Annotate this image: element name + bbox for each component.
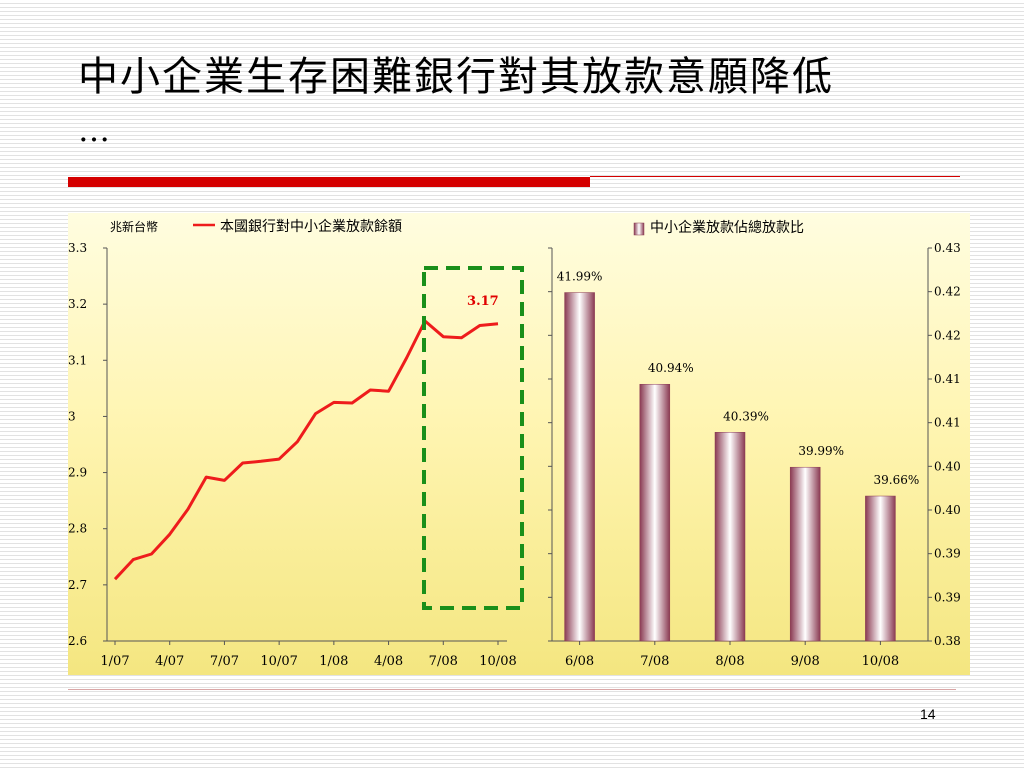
bar-legend-swatch <box>633 222 645 236</box>
line-y-tick-label: 2.6 <box>68 634 87 648</box>
title-ellipsis: … <box>78 111 112 149</box>
bar-y-tick-label: 0.39 <box>934 590 961 604</box>
bar <box>789 466 821 642</box>
line-chart: 兆新台幣 本國銀行對中小企業放款餘額 2.6 2.7 2.8 2.9 3 3.1 3.2 3.… <box>68 218 524 669</box>
bar-chart: 中小企業放款佔總放款比 0.43 0.42 0.42 0.41 0.41 0.40 0.40… <box>548 219 961 669</box>
line-series <box>113 319 499 581</box>
page-number: 14 <box>920 706 936 722</box>
slide-title: 中小企業生存困難銀行對其放款意願降低 <box>78 54 834 100</box>
bar-x-tick-label: 7/08 <box>640 654 669 669</box>
bar-x-tick-label: 9/08 <box>791 654 820 669</box>
bar-y-tick-label: 0.40 <box>934 503 961 517</box>
highlight-box <box>422 266 524 610</box>
line-legend-label: 本國銀行對中小企業放款餘額 <box>220 218 402 235</box>
chart-panel: 兆新台幣 本國銀行對中小企業放款餘額 2.6 2.7 2.8 2.9 3 3.1 3.2 3.… <box>68 213 970 675</box>
bar-x-tick-label: 6/08 <box>565 654 594 669</box>
line-chart-unit-label: 兆新台幣 <box>110 219 158 234</box>
bar-y-tick-label: 0.39 <box>934 547 961 561</box>
line-y-tick-label: 2.9 <box>68 466 87 480</box>
bar-y-tick-label: 0.42 <box>934 328 961 342</box>
line-x-tick-label: 10/07 <box>260 654 297 669</box>
bar <box>564 292 595 642</box>
bar <box>639 383 671 642</box>
line-value-annotation: 3.17 <box>467 294 499 309</box>
line-y-tick-label: 2.7 <box>68 578 87 592</box>
bar-data-label: 39.66% <box>874 473 920 487</box>
line-x-tick-label: 10/08 <box>479 654 516 669</box>
line-y-tick-label: 3.1 <box>68 353 87 367</box>
bar-y-tick-label: 0.40 <box>934 459 961 473</box>
bar-x-tick-label: 8/08 <box>715 654 744 669</box>
bar-data-label: 40.39% <box>723 409 769 423</box>
bar-x-tick-label: 10/08 <box>862 654 899 669</box>
line-x-tick-label: 4/08 <box>374 654 403 669</box>
bar-data-label: 41.99% <box>557 270 603 284</box>
bar-y-tick-label: 0.41 <box>934 416 961 430</box>
footer-rule <box>68 689 956 690</box>
line-y-tick-label: 3.2 <box>68 297 87 311</box>
bar-y-tick-label: 0.42 <box>934 285 961 299</box>
line-y-tick-label: 2.8 <box>68 522 87 536</box>
bar-data-label: 39.99% <box>798 444 844 458</box>
line-y-tick-label: 3 <box>68 409 76 423</box>
line-y-tick-label: 3.3 <box>68 241 87 255</box>
bar-y-tick-label: 0.38 <box>934 634 961 648</box>
line-x-tick-label: 7/07 <box>210 654 239 669</box>
bar-data-label: 40.94% <box>648 361 694 375</box>
chart-svg: 兆新台幣 本國銀行對中小企業放款餘額 2.6 2.7 2.8 2.9 3 3.1 3.2 3.… <box>68 213 970 675</box>
bar-y-tick-label: 0.43 <box>934 241 961 255</box>
line-x-tick-label: 4/07 <box>155 654 184 669</box>
bar-y-tick-label: 0.41 <box>934 372 961 386</box>
line-x-tick-label: 1/07 <box>100 654 129 669</box>
line-x-tick-label: 7/08 <box>429 654 458 669</box>
title-underline-accent <box>68 177 590 187</box>
bar <box>714 432 746 642</box>
line-x-tick-label: 1/08 <box>319 654 348 669</box>
bar <box>865 495 896 642</box>
bar-legend-label: 中小企業放款佔總放款比 <box>650 219 804 236</box>
title-underline-thin <box>590 176 960 177</box>
